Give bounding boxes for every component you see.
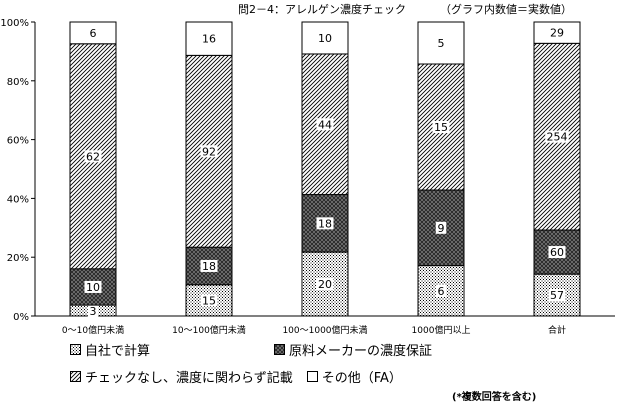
y-tick-label: 80% <box>7 77 29 88</box>
legend-label: 原料メーカーの濃度保証 <box>289 344 433 359</box>
data-label-bg <box>545 130 569 143</box>
y-axis: 0% 20% 40% 60% 80% 100% <box>0 18 615 323</box>
data-label-bg <box>316 31 334 44</box>
x-tick-label: 10～100億円未満 <box>172 324 246 336</box>
data-label: 6 <box>90 27 97 40</box>
x-tick-label: 1000億円以上 <box>412 324 471 336</box>
data-label-bg <box>200 294 218 307</box>
legend-label: 自社で計算 <box>85 344 151 359</box>
data-label-bg <box>87 26 99 39</box>
legend-swatch-dots <box>70 344 81 355</box>
y-tick-label: 100% <box>0 18 29 29</box>
data-label-bg <box>200 145 218 158</box>
legend-item-other: その他（FA） <box>306 367 402 386</box>
footnote: (*複数回答を含む) <box>452 392 537 403</box>
data-label: 15 <box>434 121 448 134</box>
data-label: 92 <box>202 145 216 158</box>
data-label-bg <box>435 284 447 297</box>
data-label: 60 <box>550 246 564 259</box>
data-label: 57 <box>550 289 564 302</box>
legend-swatch-blank <box>306 371 318 382</box>
data-label-bg <box>316 217 334 230</box>
legend-swatch-crosshatch <box>274 344 286 355</box>
data-label: 10 <box>86 281 100 294</box>
data-label: 9 <box>438 222 445 235</box>
x-tick-label: 合計 <box>548 324 566 336</box>
chart-subtitle: （グラフ内数値＝実数値） <box>440 2 572 16</box>
data-label-bg <box>548 26 566 39</box>
data-label: 44 <box>318 118 332 131</box>
data-label: 3 <box>90 305 97 318</box>
data-label-bg <box>548 289 566 302</box>
chart-title: 問2－4：アレルゲン濃度チェック <box>238 2 406 16</box>
data-label: 6 <box>438 285 445 298</box>
data-label: 5 <box>438 37 445 50</box>
data-label: 62 <box>86 150 100 163</box>
legend-label: その他（FA） <box>321 371 402 386</box>
data-label: 254 <box>547 131 568 144</box>
data-label-bg <box>316 278 334 291</box>
legend-swatch-diagonal <box>70 371 81 382</box>
legend-label: チェックなし、濃度に関わらず記載 <box>85 371 293 386</box>
data-label: 29 <box>550 27 564 40</box>
legend-item-self-calc: 自社で計算 <box>70 340 150 359</box>
data-label-bg <box>548 246 566 259</box>
x-tick-label: 0～10億円未満 <box>62 324 124 336</box>
data-label-bg <box>84 280 102 293</box>
data-label: 16 <box>202 33 216 46</box>
x-axis-labels: 0～10億円未満 10～100億円未満 100～1000億円未満 1000億円以上 合計 <box>62 324 566 336</box>
data-label: 18 <box>202 260 216 273</box>
data-label-bg <box>200 259 218 272</box>
legend-item-no-check: チェックなし、濃度に関わらず記載 <box>70 367 293 386</box>
data-label: 20 <box>318 278 332 291</box>
data-label-bg <box>200 32 218 45</box>
legend-item-supplier-guarantee: 原料メーカーの濃度保証 <box>274 340 432 359</box>
y-tick-label: 20% <box>7 253 29 264</box>
data-label: 10 <box>318 32 332 45</box>
data-label-bg <box>432 121 450 133</box>
data-label-bg <box>84 150 102 163</box>
y-tick-label: 40% <box>7 194 29 205</box>
x-tick-label: 100～1000億円未満 <box>282 324 367 336</box>
y-tick-label: 60% <box>7 136 29 147</box>
legend: 自社で計算 原料メーカーの濃度保証 チェックなし、濃度に関わらず記載 その他（F… <box>70 340 446 386</box>
data-label: 15 <box>202 294 216 307</box>
bars-group: 3 10 62 6 15 18 92 16 20 18 44 10 6 9 15 5 57 60 254 29 <box>69 21 581 318</box>
data-label-bg <box>87 305 99 317</box>
data-label-bg <box>435 221 447 234</box>
y-tick-label: 0% <box>13 312 29 323</box>
data-label: 18 <box>318 217 332 230</box>
data-label-bg <box>435 37 447 49</box>
data-label-bg <box>316 118 334 131</box>
